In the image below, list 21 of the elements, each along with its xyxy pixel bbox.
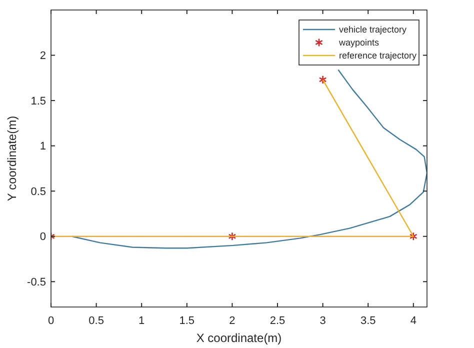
y-tick-label: -0.5 (27, 276, 46, 288)
y-tick-label: 2 (40, 50, 46, 62)
x-tick-label: 1.5 (179, 315, 195, 327)
x-tick-label: 3.5 (360, 315, 376, 327)
x-tick-label: 0 (48, 315, 54, 327)
y-tick-label: 1.5 (30, 95, 46, 108)
x-tick-label: 2.5 (270, 315, 286, 327)
x-axis-title: X coordinate(m) (196, 331, 282, 345)
y-tick-label: 0 (40, 231, 46, 244)
legend-label: vehicle trajectory (339, 24, 408, 35)
legend-label: reference trajectory (339, 50, 418, 61)
x-tick-label: 2 (229, 315, 236, 327)
y-tick-label: 1 (40, 140, 46, 153)
line-series (71, 69, 427, 249)
y-tick-label: 0.5 (30, 186, 46, 198)
x-tick-label: 0.5 (88, 315, 104, 327)
legend-label: waypoints (338, 38, 380, 48)
y-axis-title: Y coordinate(m) (5, 116, 19, 202)
x-tick-label: 3 (320, 315, 326, 327)
x-tick-label: 4 (410, 315, 416, 327)
x-tick-label: 1 (138, 315, 145, 327)
